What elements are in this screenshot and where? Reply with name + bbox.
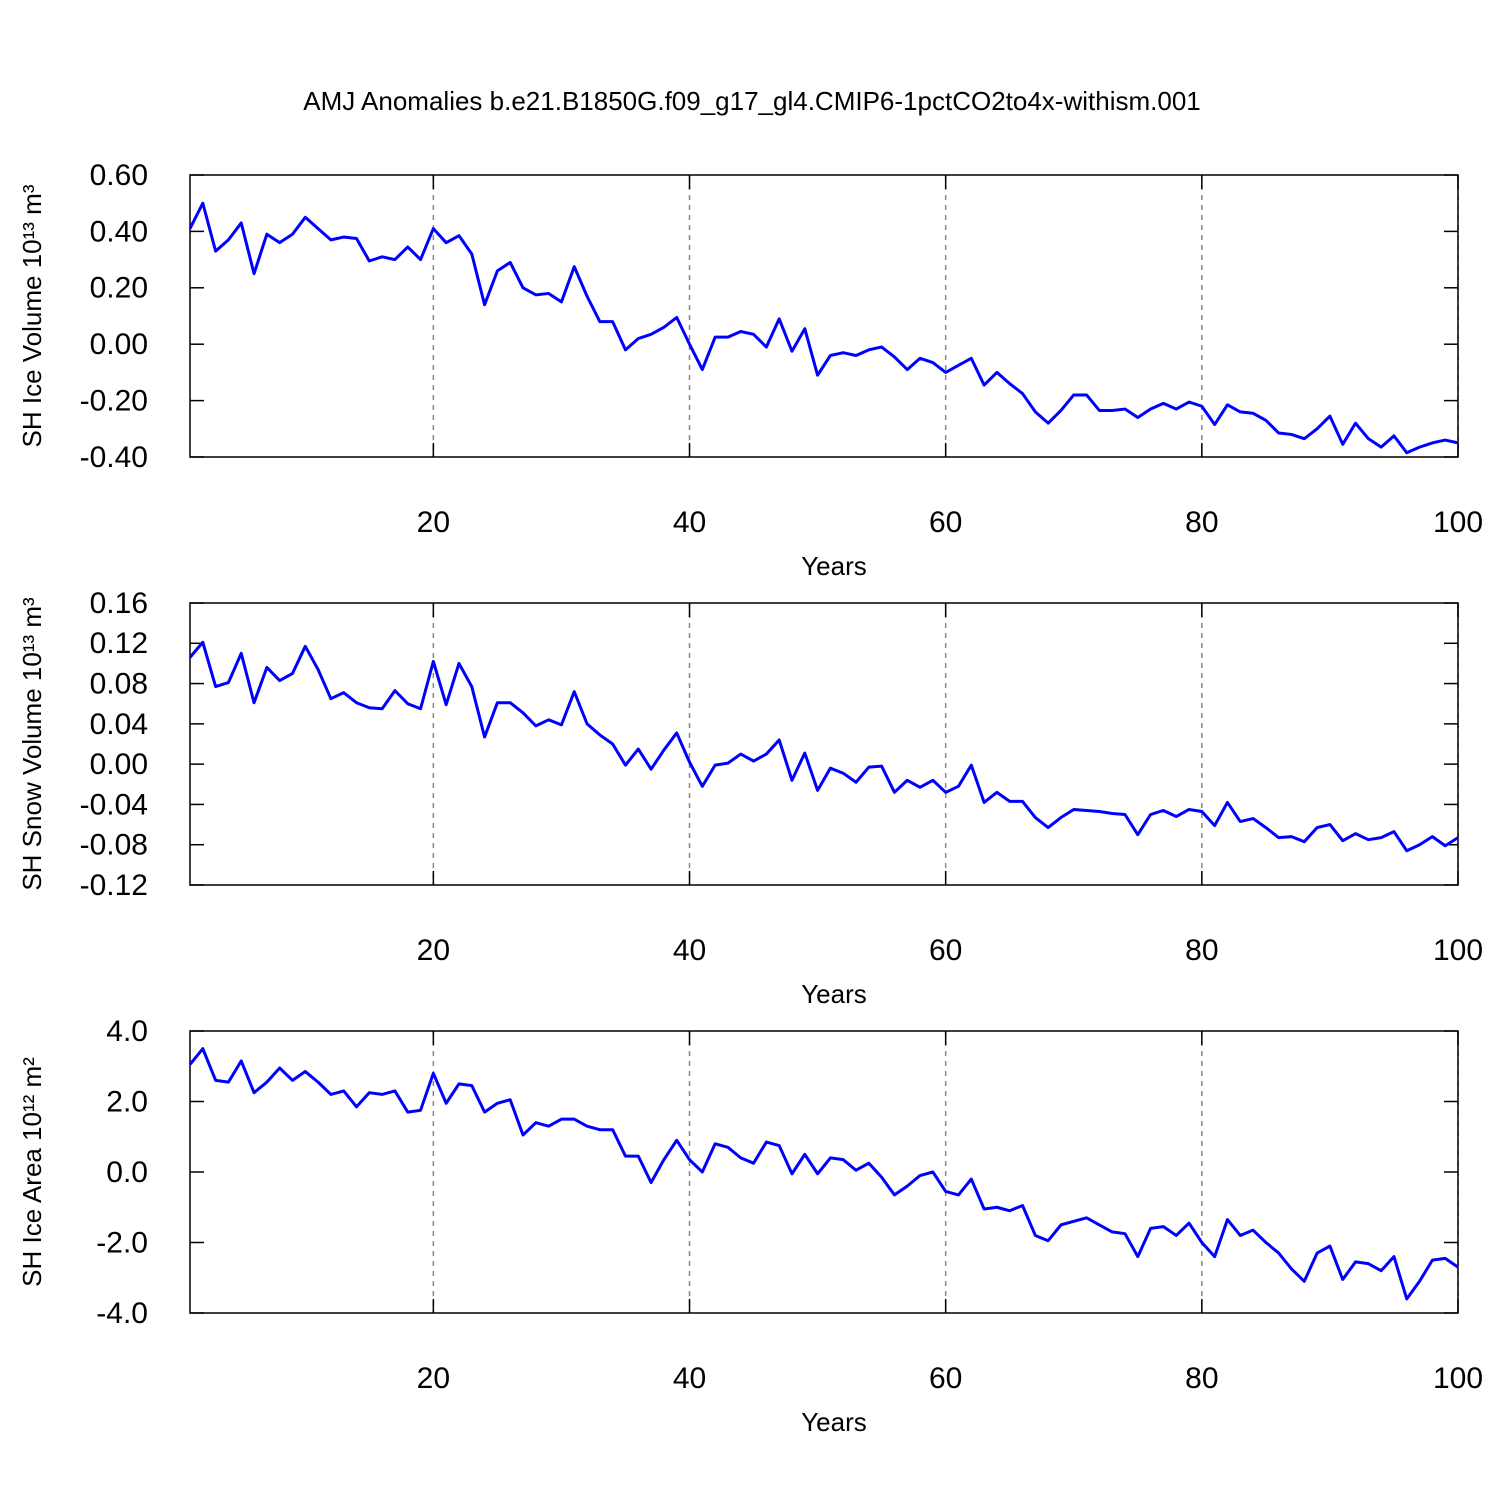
x-tick-label: 20 bbox=[417, 1362, 450, 1395]
y-tick-label: 0.60 bbox=[90, 159, 148, 192]
x-axis-label: Years bbox=[801, 1407, 867, 1437]
y-tick-label: 0.16 bbox=[90, 587, 148, 620]
x-tick-label: 40 bbox=[673, 506, 706, 539]
y-tick-label: 0.20 bbox=[90, 272, 148, 305]
y-tick-label: 2.0 bbox=[106, 1085, 148, 1118]
x-axis-label: Years bbox=[801, 551, 867, 581]
data-line bbox=[188, 1047, 1459, 1301]
y-tick-label: 0.08 bbox=[90, 667, 148, 700]
x-tick-label: 80 bbox=[1185, 1362, 1218, 1395]
x-axis-label: Years bbox=[801, 979, 867, 1009]
y-axis-label: SH Snow Volume 10¹³ m³ bbox=[17, 597, 47, 891]
x-tick-label: 100 bbox=[1433, 1362, 1483, 1395]
x-tick-label: 80 bbox=[1185, 934, 1218, 967]
data-line bbox=[188, 201, 1459, 455]
chart-title: AMJ Anomalies b.e21.B1850G.f09_g17_gl4.C… bbox=[303, 86, 1200, 116]
x-tick-label: 40 bbox=[673, 1362, 706, 1395]
y-tick-label: 0.40 bbox=[90, 215, 148, 248]
plot-frame bbox=[189, 174, 1459, 458]
x-tick-label: 20 bbox=[417, 934, 450, 967]
y-tick-label: 0.0 bbox=[106, 1156, 148, 1189]
x-tick-label: 100 bbox=[1433, 934, 1483, 967]
y-tick-label: -0.40 bbox=[80, 441, 148, 474]
y-tick-label: 0.00 bbox=[90, 328, 148, 361]
y-tick-label: -0.12 bbox=[80, 869, 148, 902]
y-tick-label: -0.20 bbox=[80, 385, 148, 418]
y-axis-label: SH Ice Volume 10¹³ m³ bbox=[17, 184, 47, 447]
x-tick-label: 40 bbox=[673, 934, 706, 967]
x-tick-label: 60 bbox=[929, 1362, 962, 1395]
y-tick-label: -4.0 bbox=[96, 1297, 148, 1330]
y-tick-label: -0.08 bbox=[80, 829, 148, 862]
y-tick-label: 4.0 bbox=[106, 1015, 148, 1048]
y-tick-label: -0.04 bbox=[80, 788, 148, 821]
plot-frame bbox=[189, 602, 1459, 886]
y-tick-label: 0.04 bbox=[90, 708, 148, 741]
x-tick-label: 80 bbox=[1185, 506, 1218, 539]
y-tick-label: 0.12 bbox=[90, 627, 148, 660]
x-tick-label: 60 bbox=[929, 506, 962, 539]
y-axis-label: SH Ice Area 10¹² m² bbox=[17, 1057, 47, 1287]
y-tick-label: 0.00 bbox=[90, 748, 148, 781]
x-tick-label: 60 bbox=[929, 934, 962, 967]
x-tick-label: 20 bbox=[417, 506, 450, 539]
plot-frame bbox=[189, 1030, 1459, 1314]
y-tick-label: -2.0 bbox=[96, 1226, 148, 1259]
x-tick-label: 100 bbox=[1433, 506, 1483, 539]
data-line bbox=[188, 640, 1459, 853]
